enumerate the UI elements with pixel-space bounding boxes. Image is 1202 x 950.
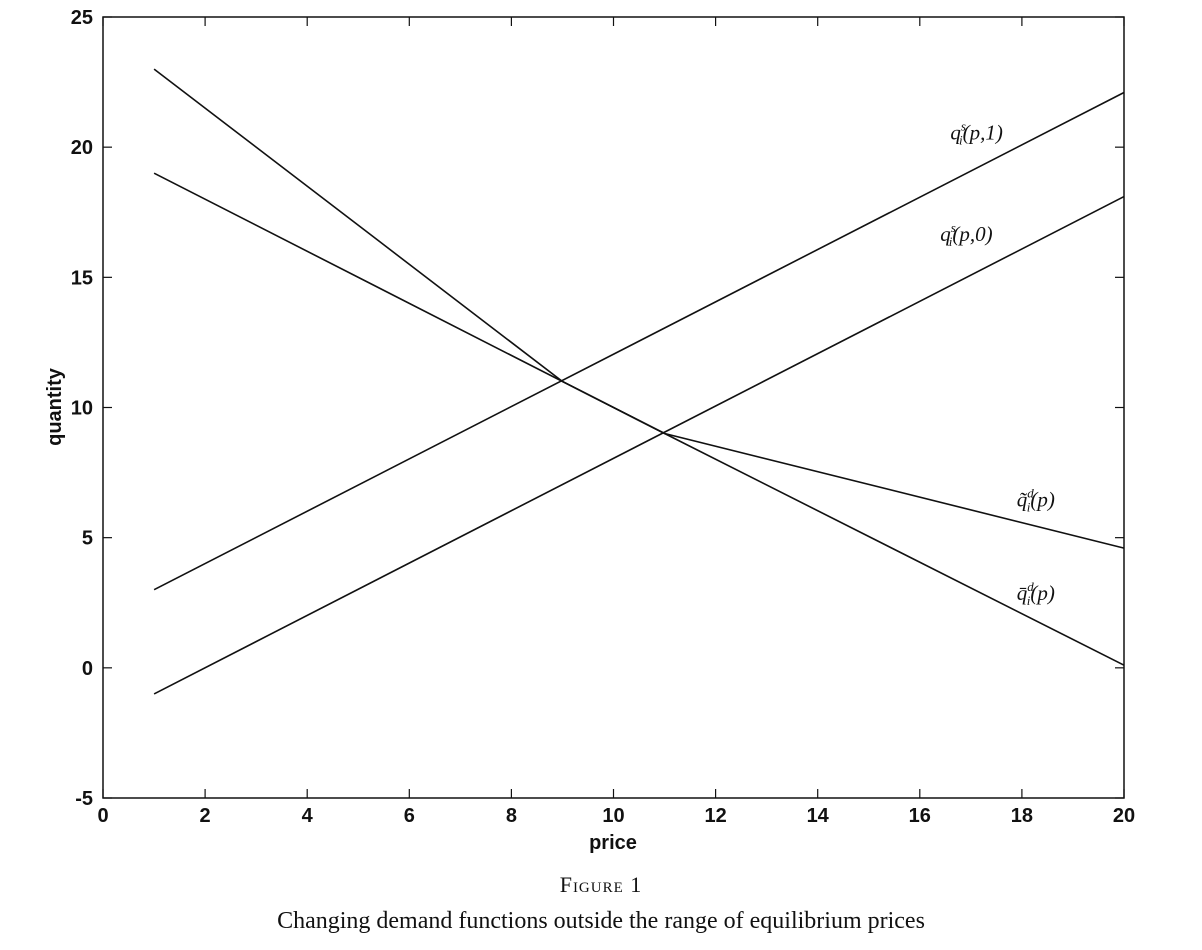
y-tick-label: 0 <box>82 658 93 680</box>
series-line <box>153 91 1125 591</box>
y-tick-label: 25 <box>71 7 93 29</box>
x-tick-label: 4 <box>302 805 314 827</box>
y-tick-label: -5 <box>75 788 93 810</box>
series-label: qs i(p,0) <box>940 220 992 249</box>
x-tick-label: 2 <box>200 805 211 827</box>
y-tick-label: 5 <box>82 528 93 550</box>
y-tick-label: 15 <box>71 267 93 289</box>
x-tick-label: 14 <box>807 805 830 827</box>
x-tick-label: 20 <box>1113 805 1135 827</box>
series-line <box>153 172 1125 666</box>
series-line <box>153 195 1125 695</box>
x-tick-label: 16 <box>909 805 931 827</box>
y-tick-label: 20 <box>71 137 93 159</box>
y-axis-title: quantity <box>44 367 66 446</box>
series-label: q̄d i(p) <box>1017 579 1055 608</box>
x-tick-label: 18 <box>1011 805 1033 827</box>
x-axis-title: price <box>589 832 637 854</box>
x-tick-label: 0 <box>97 805 108 827</box>
x-tick-label: 12 <box>704 805 726 827</box>
y-tick-label: 10 <box>71 398 93 420</box>
x-tick-label: 6 <box>404 805 415 827</box>
figure-number: Figure 1 <box>559 872 643 897</box>
x-tick-label: 10 <box>602 805 624 827</box>
series-labels: qs i(p,1) qs i(p,0) q̃d i(p) q̄d i(p) <box>940 118 1055 608</box>
x-tick-label: 8 <box>506 805 517 827</box>
figure-caption: Changing demand functions outside the ra… <box>277 908 925 934</box>
series-label: q̃d i(p) <box>1017 485 1055 514</box>
series-label: qs i(p,1) <box>950 118 1002 147</box>
series-lines <box>153 68 1125 695</box>
